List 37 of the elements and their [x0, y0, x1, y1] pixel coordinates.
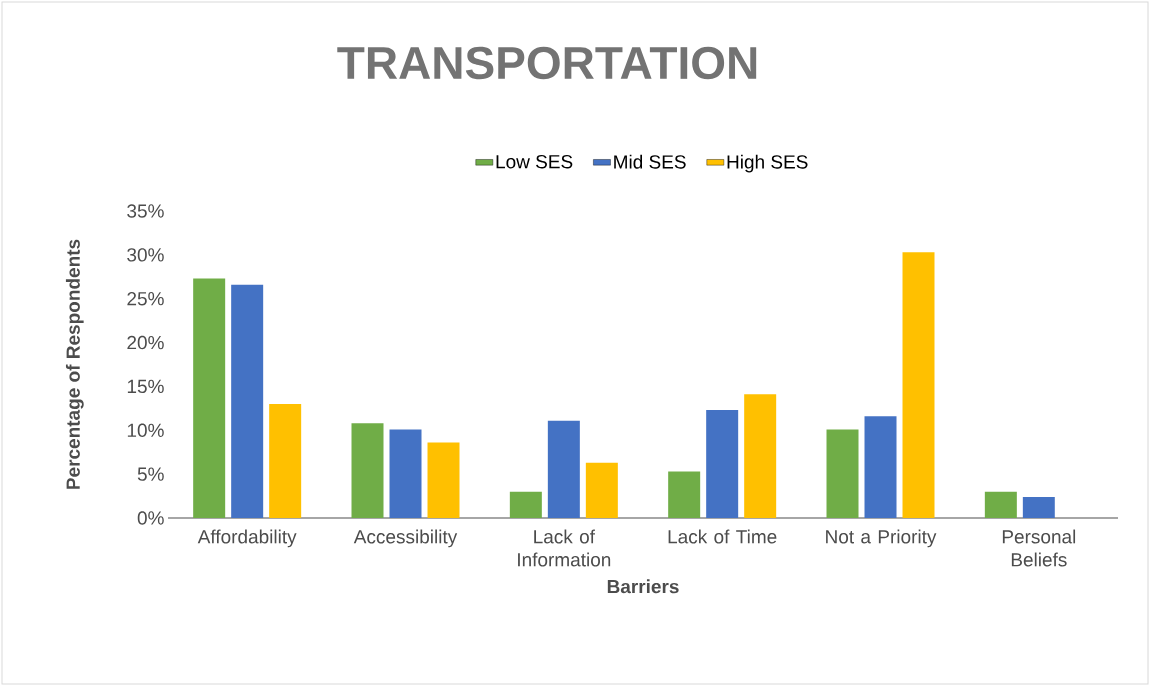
x-tick-label: Lack of Information [518, 529, 611, 567]
x-tick-label: Affordability [197, 529, 297, 548]
y-tick-label: 10% [127, 423, 164, 438]
bar [269, 403, 302, 518]
bar [509, 491, 542, 518]
chart-title: TRANSPORTATION [337, 46, 757, 80]
bar [744, 394, 777, 518]
bar [864, 416, 897, 518]
x-tick-label: Personal Beliefs [1002, 529, 1076, 567]
bar [427, 442, 460, 518]
x-tick-label: Lack of Time [668, 529, 777, 544]
y-tick-label: 20% [127, 335, 164, 350]
bar [231, 284, 264, 518]
y-tick-label: 25% [127, 291, 164, 306]
bar [1022, 496, 1055, 518]
bar [984, 491, 1017, 518]
y-axis-title: Percentage of Respondents [65, 239, 84, 489]
bar [389, 429, 422, 518]
bar [193, 278, 226, 518]
x-axis-title: Barriers [607, 579, 679, 594]
bar [826, 429, 859, 518]
x-tick-label: Accessibility [353, 529, 458, 548]
y-tick-label: 5% [137, 467, 164, 481]
bar [585, 462, 618, 518]
y-tick-label: 35% [127, 204, 164, 218]
legend-label: Low SES [496, 154, 573, 169]
bar [547, 420, 580, 518]
y-tick-label: 0% [137, 511, 164, 525]
bar [706, 410, 739, 518]
y-tick-label: 30% [127, 248, 164, 262]
bar [902, 252, 935, 518]
bar [668, 471, 701, 518]
legend-label: Mid SES [614, 154, 686, 169]
x-tick-label: Not a Priority [826, 529, 937, 548]
y-tick-label: 15% [127, 379, 164, 394]
legend-label: High SES [727, 154, 808, 173]
bar [351, 423, 384, 518]
